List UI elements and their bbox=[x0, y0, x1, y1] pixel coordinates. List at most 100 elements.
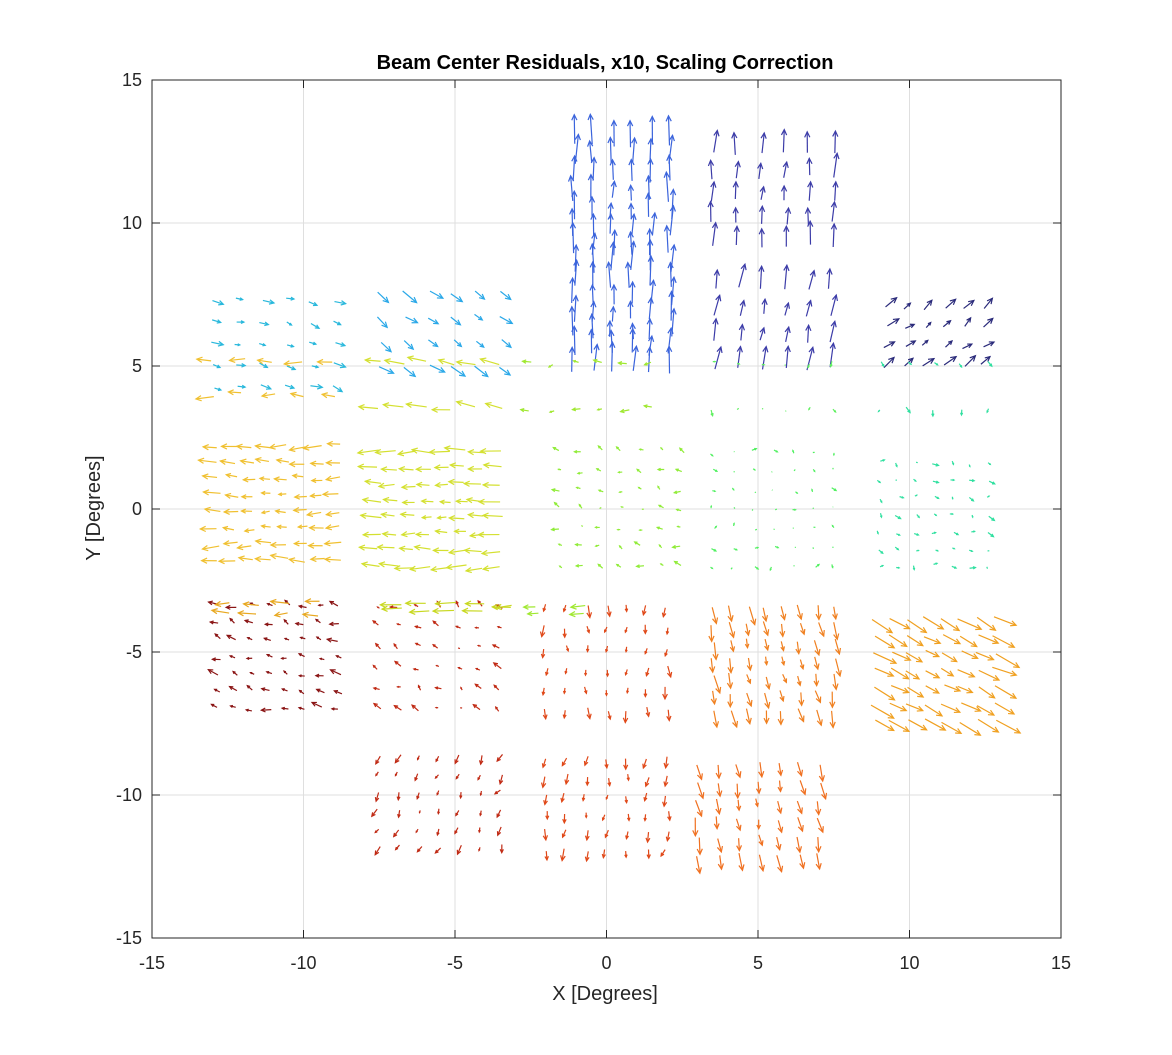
arrow-shaft bbox=[195, 396, 214, 400]
arrow-shaft bbox=[799, 622, 805, 635]
residual-arrow bbox=[961, 650, 979, 659]
arrow-head bbox=[604, 833, 609, 839]
residual-arrow bbox=[332, 385, 344, 393]
arrow-head bbox=[776, 807, 783, 815]
arrow-head bbox=[589, 242, 596, 250]
residual-arrow bbox=[971, 514, 974, 519]
arrow-head bbox=[553, 501, 558, 506]
arrow-head bbox=[710, 180, 717, 188]
arrow-shaft bbox=[437, 516, 447, 519]
arrow-head bbox=[307, 542, 315, 549]
residual-arrow bbox=[455, 400, 476, 408]
arrow-head bbox=[244, 708, 249, 712]
arrow-head bbox=[305, 510, 314, 518]
arrow-shaft bbox=[668, 135, 674, 164]
arrow-head bbox=[260, 392, 268, 399]
arrow-shaft bbox=[284, 384, 295, 389]
residual-arrow bbox=[499, 844, 504, 855]
arrow-head bbox=[309, 460, 317, 467]
beam-arrow-group bbox=[692, 762, 828, 875]
residual-arrow bbox=[629, 280, 636, 304]
arrow-shaft bbox=[223, 527, 235, 531]
arrow-head bbox=[575, 486, 579, 490]
residual-arrow bbox=[922, 616, 945, 630]
arrow-shaft bbox=[800, 692, 803, 706]
residual-arrow bbox=[308, 301, 319, 307]
arrow-shaft bbox=[736, 407, 740, 410]
arrow-head bbox=[589, 260, 596, 268]
arrow-shaft bbox=[945, 298, 957, 309]
arrow-shaft bbox=[922, 616, 944, 630]
arrow-head bbox=[745, 717, 752, 726]
residual-arrow bbox=[874, 667, 895, 677]
residual-arrow bbox=[875, 719, 895, 732]
arrow-head bbox=[560, 855, 566, 862]
arrow-head bbox=[647, 254, 654, 263]
residual-arrow bbox=[194, 395, 214, 402]
residual-arrow bbox=[413, 625, 422, 629]
arrow-shaft bbox=[401, 485, 416, 488]
arrow-shaft bbox=[574, 245, 577, 272]
arrow-head bbox=[915, 656, 924, 663]
residual-arrow bbox=[820, 782, 828, 801]
arrow-head bbox=[474, 667, 479, 671]
residual-arrow bbox=[627, 300, 634, 319]
arrow-shaft bbox=[376, 316, 388, 328]
residual-arrow bbox=[324, 475, 341, 482]
arrow-head bbox=[926, 299, 933, 306]
arrow-head bbox=[626, 817, 631, 822]
arrow-head bbox=[492, 662, 499, 667]
residual-arrow bbox=[374, 448, 396, 456]
arrow-head bbox=[784, 325, 791, 334]
residual-arrow bbox=[334, 300, 347, 306]
residual-arrow bbox=[499, 366, 512, 376]
residual-arrow bbox=[619, 408, 630, 414]
residual-arrow bbox=[774, 545, 780, 549]
residual-arrow bbox=[228, 655, 236, 659]
residual-arrow bbox=[380, 466, 397, 473]
arrow-shaft bbox=[833, 673, 837, 690]
arrow-head bbox=[915, 494, 919, 497]
arrow-shaft bbox=[202, 545, 220, 550]
arrow-head bbox=[266, 602, 270, 606]
arrow-head bbox=[914, 479, 917, 482]
arrow-head bbox=[912, 567, 916, 571]
arrow-head bbox=[396, 450, 405, 457]
residual-arrow bbox=[224, 604, 237, 610]
arrow-head bbox=[593, 343, 600, 351]
residual-arrow bbox=[254, 443, 270, 450]
arrow-shaft bbox=[757, 781, 760, 794]
arrow-shaft bbox=[762, 621, 769, 636]
arrow-shaft bbox=[980, 356, 991, 365]
arrow-shaft bbox=[786, 208, 790, 225]
residual-arrow bbox=[818, 622, 825, 638]
residual-arrow bbox=[617, 470, 623, 474]
residual-arrow bbox=[714, 345, 723, 370]
residual-arrow bbox=[907, 686, 925, 698]
arrow-shaft bbox=[394, 754, 402, 764]
arrow-head bbox=[477, 777, 481, 781]
residual-arrow bbox=[968, 464, 971, 468]
residual-arrow bbox=[610, 119, 618, 147]
arrow-shaft bbox=[889, 702, 907, 712]
arrow-shaft bbox=[571, 278, 574, 303]
arrow-shaft bbox=[260, 384, 272, 390]
arrow-head bbox=[292, 506, 300, 514]
arrow-head bbox=[308, 524, 316, 532]
arrow-head bbox=[777, 786, 783, 793]
arrow-head bbox=[498, 779, 504, 786]
arrow-shaft bbox=[812, 547, 815, 550]
residual-arrow bbox=[746, 657, 753, 672]
arrow-head bbox=[573, 449, 578, 454]
arrow-head bbox=[356, 463, 365, 470]
arrow-shaft bbox=[311, 701, 323, 708]
arrow-head bbox=[590, 212, 597, 220]
residual-arrow bbox=[229, 704, 236, 708]
arrow-head bbox=[735, 771, 742, 779]
arrow-head bbox=[882, 459, 886, 462]
residual-arrow bbox=[736, 799, 742, 812]
arrow-head bbox=[917, 691, 925, 698]
residual-arrow bbox=[604, 645, 609, 654]
residual-arrow bbox=[562, 710, 567, 720]
residual-arrow bbox=[710, 566, 714, 570]
